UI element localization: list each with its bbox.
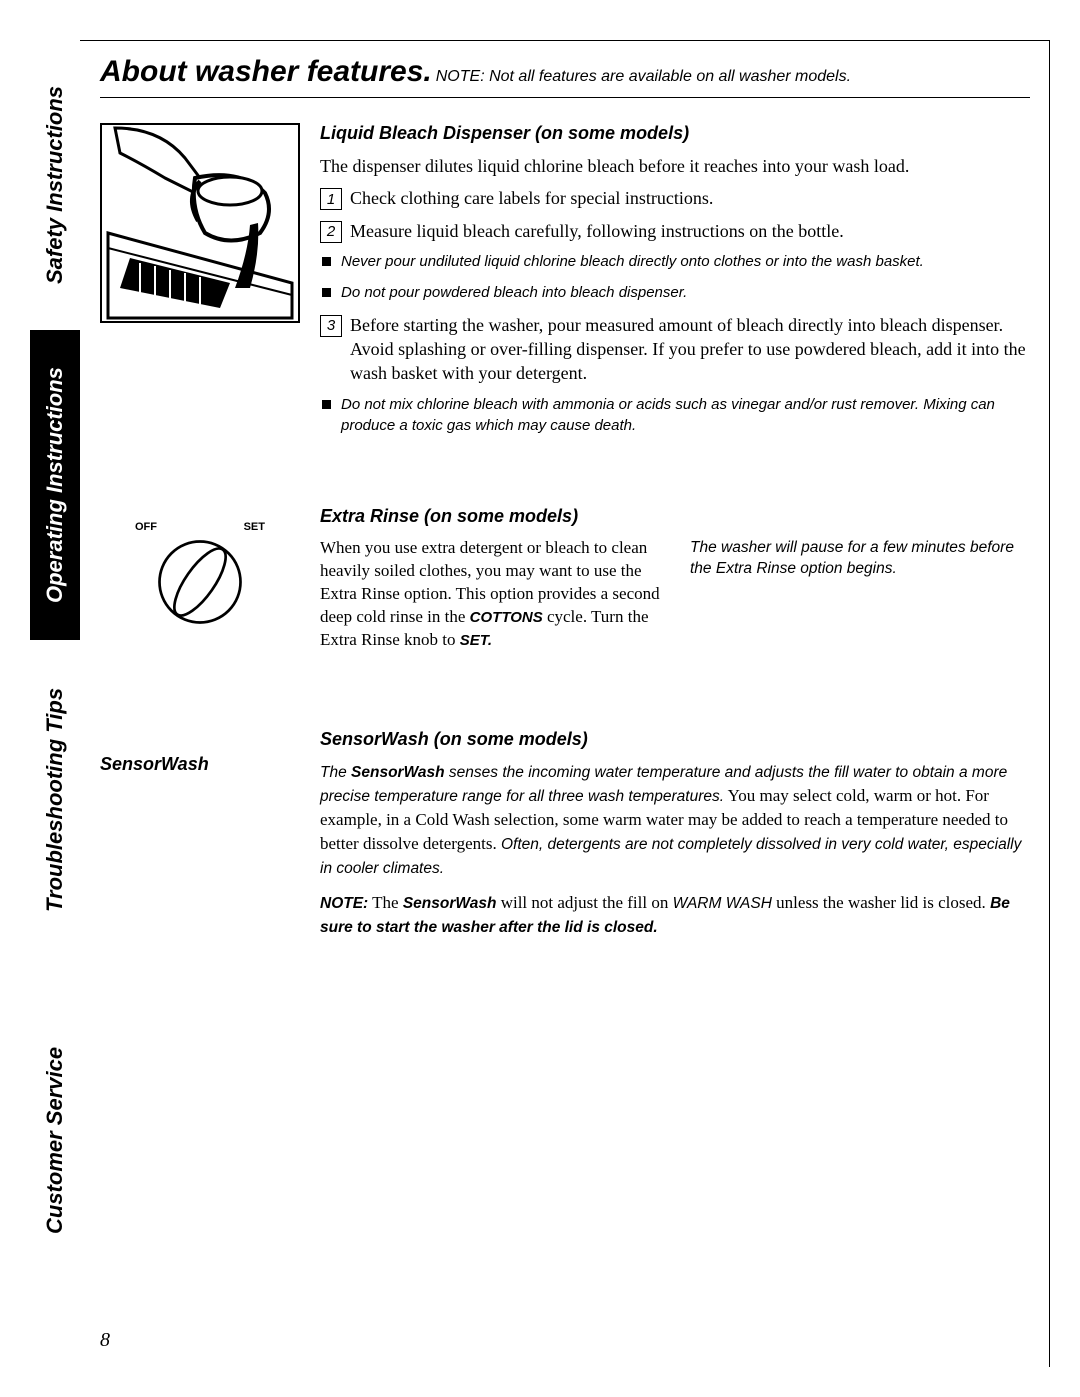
square-bullet-icon: [322, 257, 331, 266]
section-bleach: Liquid Bleach Dispenser (on some models)…: [100, 123, 1030, 446]
tab-safety: Safety Instructions: [30, 40, 80, 330]
rinse-columns: When you use extra detergent or bleach t…: [320, 537, 1030, 660]
side-tabs: Safety Instructions Operating Instructio…: [30, 40, 80, 1320]
page-title: About washer features.: [100, 55, 432, 88]
bleach-intro: The dispenser dilutes liquid chlorine bl…: [320, 154, 1030, 178]
step-number-icon: 3: [320, 315, 342, 337]
bleach-step-2: 2 Measure liquid bleach carefully, follo…: [320, 219, 1030, 243]
warning-text: Never pour undiluted liquid chlorine ble…: [341, 251, 1030, 272]
rinse-col-left: When you use extra detergent or bleach t…: [320, 537, 660, 660]
warning-text: Do not pour powdered bleach into bleach …: [341, 282, 1030, 303]
knob-icon: [155, 537, 245, 627]
title-rule: [100, 97, 1030, 98]
square-bullet-icon: [322, 400, 331, 409]
bleach-step-1: 1 Check clothing care labels for special…: [320, 186, 1030, 210]
rinse-col-right: The washer will pause for a few minutes …: [690, 537, 1030, 660]
step-number-icon: 1: [320, 188, 342, 210]
step-text: Before starting the washer, pour measure…: [350, 313, 1030, 386]
knob-labels: OFF SET: [135, 521, 265, 533]
bleach-body: Liquid Bleach Dispenser (on some models)…: [320, 123, 1030, 446]
step-text: Measure liquid bleach carefully, followi…: [350, 219, 1030, 243]
section-sensorwash: SensorWash SensorWash (on some models) T…: [100, 729, 1030, 951]
tab-customer: Customer Service: [30, 960, 80, 1320]
knob-set-label: SET: [244, 521, 265, 533]
knob-off-label: OFF: [135, 521, 157, 533]
tab-operating: Operating Instructions: [30, 330, 80, 640]
square-bullet-icon: [322, 288, 331, 297]
rinse-knob-illustration: OFF SET: [100, 506, 300, 660]
sensorwash-p2: NOTE: The SensorWash will not adjust the…: [320, 891, 1030, 939]
rinse-body-text: When you use extra detergent or bleach t…: [320, 537, 660, 652]
bleach-warning-1: Never pour undiluted liquid chlorine ble…: [320, 251, 1030, 272]
page-content: About washer features. NOTE: Not all fea…: [100, 55, 1030, 991]
page-title-row: About washer features. NOTE: Not all fea…: [100, 55, 1030, 89]
bleach-warning-3: Do not mix chlorine bleach with ammonia …: [320, 394, 1030, 436]
bleach-illustration: [100, 123, 300, 446]
step-number-icon: 2: [320, 221, 342, 243]
sensorwash-side: SensorWash: [100, 729, 300, 951]
sensorwash-body: SensorWash (on some models) The SensorWa…: [320, 729, 1030, 951]
warning-text: Do not mix chlorine bleach with ammonia …: [341, 394, 1030, 436]
rinse-body: Extra Rinse (on some models) When you us…: [320, 506, 1030, 660]
tab-troubleshooting: Troubleshooting Tips: [30, 640, 80, 960]
sensorwash-heading: SensorWash (on some models): [320, 729, 1030, 750]
bleach-step-3: 3 Before starting the washer, pour measu…: [320, 313, 1030, 386]
bleach-heading: Liquid Bleach Dispenser (on some models): [320, 123, 1030, 144]
rinse-heading: Extra Rinse (on some models): [320, 506, 1030, 527]
page-title-note: NOTE: Not all features are available on …: [436, 68, 851, 85]
bleach-warning-2: Do not pour powdered bleach into bleach …: [320, 282, 1030, 303]
step-text: Check clothing care labels for special i…: [350, 186, 1030, 210]
rinse-note: The washer will pause for a few minutes …: [690, 537, 1030, 580]
sensorwash-side-label: SensorWash: [100, 754, 300, 775]
sensorwash-p1: The SensorWash senses the incoming water…: [320, 760, 1030, 879]
section-rinse: OFF SET Extra Rinse (on some models) Whe…: [100, 506, 1030, 660]
page-number: 8: [100, 1329, 110, 1352]
